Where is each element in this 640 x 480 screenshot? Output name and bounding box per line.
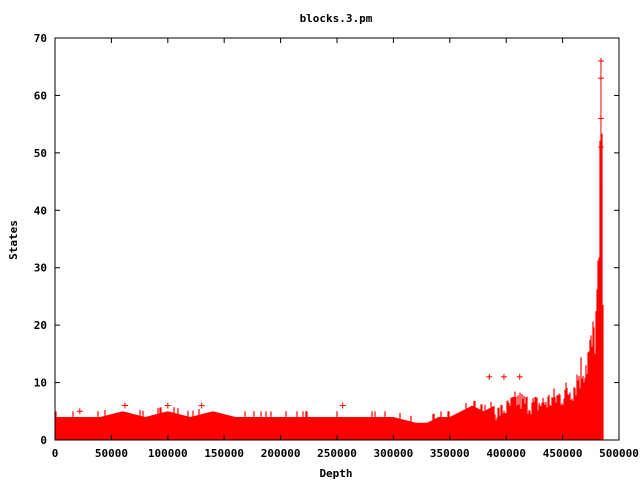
x-tick-label: 50000 [95, 447, 128, 460]
x-tick-label: 450000 [543, 447, 583, 460]
x-tick-label: 150000 [204, 447, 244, 460]
y-tick-label: 30 [34, 262, 47, 275]
x-tick-label: 0 [52, 447, 59, 460]
chart-title: blocks.3.pm [300, 12, 373, 25]
point-markers [76, 57, 604, 415]
y-tick-label: 50 [34, 147, 47, 160]
y-tick-label: 70 [34, 32, 47, 45]
y-tick-label: 0 [40, 434, 47, 447]
plot-frame [54, 37, 620, 441]
y-tick-label: 60 [34, 89, 47, 102]
x-axis-label: Depth [319, 467, 352, 480]
x-tick-label: 500000 [599, 447, 639, 460]
x-axis-ticks: 0 50000 100000 150000 200000 250000 300000 3500… [52, 38, 639, 460]
x-tick-label: 200000 [261, 447, 301, 460]
y-tick-label: 40 [34, 204, 47, 217]
x-tick-label: 100000 [148, 447, 188, 460]
y-tick-label: 20 [34, 319, 47, 332]
impulse-series [55, 60, 604, 440]
y-tick-label: 10 [34, 377, 47, 390]
x-tick-label: 400000 [486, 447, 526, 460]
x-tick-label: 250000 [317, 447, 357, 460]
x-tick-label: 350000 [430, 447, 470, 460]
x-tick-label: 300000 [374, 447, 414, 460]
y-axis-ticks: 0 10 20 30 40 50 60 70 [34, 32, 619, 447]
y-axis-label: States [7, 220, 20, 260]
